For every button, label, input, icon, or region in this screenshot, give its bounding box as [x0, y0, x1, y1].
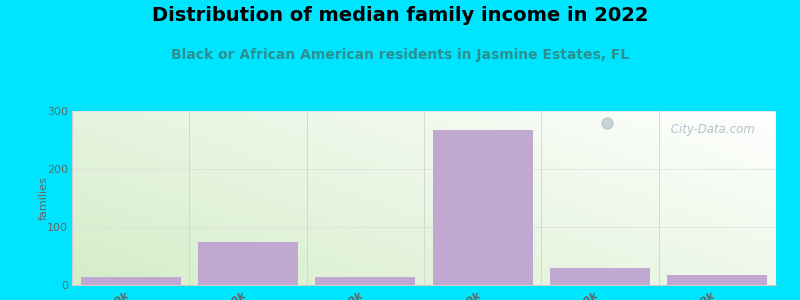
Y-axis label: families: families [39, 176, 49, 220]
Text: Black or African American residents in Jasmine Estates, FL: Black or African American residents in J… [171, 48, 629, 62]
Bar [667, 274, 767, 285]
Bar [198, 242, 298, 285]
Bar [81, 278, 181, 285]
Text: Distribution of median family income in 2022: Distribution of median family income in … [152, 6, 648, 25]
Bar [550, 268, 650, 285]
Bar [433, 130, 533, 285]
Text: City-Data.com: City-Data.com [667, 123, 755, 136]
Bar [315, 278, 415, 285]
